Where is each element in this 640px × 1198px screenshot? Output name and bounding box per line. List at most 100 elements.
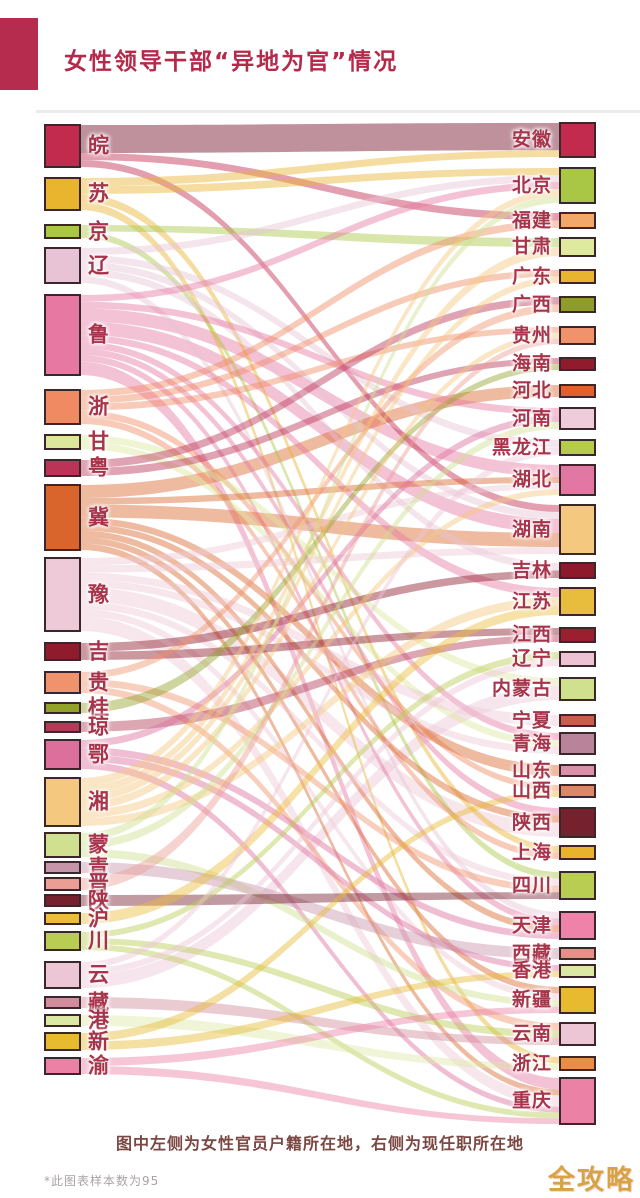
node-label-云南: 云南 <box>511 1022 552 1045</box>
node-山西 <box>559 784 596 798</box>
node-吉 <box>44 642 81 661</box>
flow-粤-广西 <box>80 297 560 468</box>
node-label-蒙: 蒙 <box>88 832 110 857</box>
node-宁夏 <box>559 714 596 727</box>
node-琼 <box>44 721 81 733</box>
node-label-福建: 福建 <box>511 209 552 231</box>
node-label-湖南: 湖南 <box>511 518 552 540</box>
node-河南 <box>559 407 596 430</box>
node-label-广东: 广东 <box>511 265 552 287</box>
node-label-青: 青 <box>88 855 110 879</box>
node-label-新: 新 <box>88 1029 110 1053</box>
node-河北 <box>559 384 596 398</box>
flow-鲁-湖南 <box>80 321 560 533</box>
node-label-河北: 河北 <box>511 379 552 402</box>
node-江苏 <box>559 587 596 616</box>
node-label-京: 京 <box>88 219 110 243</box>
flow-豫-新疆 <box>80 609 560 1000</box>
node-label-吉: 吉 <box>88 639 110 663</box>
flow-青-西藏 <box>80 862 560 959</box>
node-天津 <box>559 911 596 940</box>
node-label-宁夏: 宁夏 <box>511 709 552 731</box>
node-桂 <box>44 702 81 714</box>
node-label-吉林: 吉林 <box>511 559 552 581</box>
flow-辽-黑龙江 <box>80 255 560 448</box>
flow-冀-山东 <box>80 517 560 776</box>
node-重庆 <box>559 1077 596 1125</box>
flow-辽-北京 <box>80 175 560 255</box>
node-沪 <box>44 912 81 925</box>
node-广东 <box>559 269 596 284</box>
node-label-浙: 浙 <box>88 394 110 419</box>
node-label-西藏: 西藏 <box>511 942 552 964</box>
flow-藏-云南 <box>80 997 560 1045</box>
node-label-湘: 湘 <box>88 789 110 814</box>
flow-吉-吉林 <box>80 570 560 652</box>
node-label-鄂: 鄂 <box>88 742 110 766</box>
node-label-苏: 苏 <box>88 181 110 206</box>
flow-冀-湖南 <box>80 504 560 547</box>
node-label-陕西: 陕西 <box>511 811 552 833</box>
node-鄂 <box>44 739 81 770</box>
node-label-皖: 皖 <box>88 133 110 158</box>
node-湘 <box>44 777 81 827</box>
flow-鲁-天津 <box>80 355 560 926</box>
flow-鄂-重庆 <box>80 761 560 1113</box>
node-label-晋: 晋 <box>88 871 110 896</box>
node-label-贵: 贵 <box>88 670 110 694</box>
flow-京-四川 <box>80 231 560 879</box>
flow-湘-贵州 <box>80 332 560 810</box>
flow-冀-陕西 <box>80 524 560 823</box>
flow-粤-海南 <box>80 358 560 476</box>
flow-陕-四川 <box>80 892 560 906</box>
node-label-安徽: 安徽 <box>511 128 552 151</box>
flow-鲁-湖北 <box>80 308 560 477</box>
node-label-江西: 江西 <box>511 623 552 646</box>
node-label-桂: 桂 <box>88 695 110 720</box>
node-豫 <box>44 557 81 632</box>
flow-辽-天津 <box>80 276 560 919</box>
flow-晋-贵州 <box>80 338 560 890</box>
node-新 <box>44 1032 81 1051</box>
flow-豫-湖北 <box>80 483 560 566</box>
node-label-山西: 山西 <box>511 779 552 802</box>
node-label-重庆: 重庆 <box>511 1089 552 1112</box>
flow-蒙-河南 <box>80 422 560 849</box>
flow-鲁-河南 <box>80 301 560 415</box>
node-藏 <box>44 996 81 1009</box>
header-divider <box>36 110 640 113</box>
node-label-鲁: 鲁 <box>88 322 110 347</box>
flow-豫-重庆 <box>80 616 560 1107</box>
flow-鲁-青海 <box>80 341 560 740</box>
flow-浙-贵州 <box>80 327 560 411</box>
flow-贵-四川 <box>80 679 560 893</box>
flow-湘-北京 <box>80 189 560 786</box>
node-港 <box>44 1014 81 1027</box>
flow-豫-宁夏 <box>80 572 560 726</box>
node-广西 <box>559 296 596 313</box>
flow-鲁-江苏 <box>80 335 560 597</box>
node-贵州 <box>559 326 596 345</box>
node-云南 <box>559 1022 596 1046</box>
node-label-浙江: 浙江 <box>511 1052 552 1074</box>
flow-冀-新疆 <box>80 537 560 994</box>
node-label-江苏: 江苏 <box>511 590 552 612</box>
flow-琼-江西 <box>80 635 560 732</box>
node-青海 <box>559 732 596 755</box>
sample-size-footnote: *此图表样本数为95 <box>44 1174 160 1188</box>
node-label-广西: 广西 <box>511 293 552 315</box>
node-label-甘肃: 甘肃 <box>511 235 552 258</box>
flow-浙-山西 <box>80 410 560 791</box>
node-上海 <box>559 845 596 860</box>
node-苏 <box>44 177 81 211</box>
chart-caption: 图中左侧为女性官员户籍所在地，右侧为现任职所在地 <box>115 1134 524 1153</box>
flow-云-内蒙古 <box>80 685 560 988</box>
node-皖 <box>44 124 81 168</box>
node-辽宁 <box>559 651 596 667</box>
node-贵 <box>44 671 81 694</box>
node-label-香港: 香港 <box>511 959 552 982</box>
flow-蒙-北京 <box>80 196 560 841</box>
node-香港 <box>559 964 596 978</box>
